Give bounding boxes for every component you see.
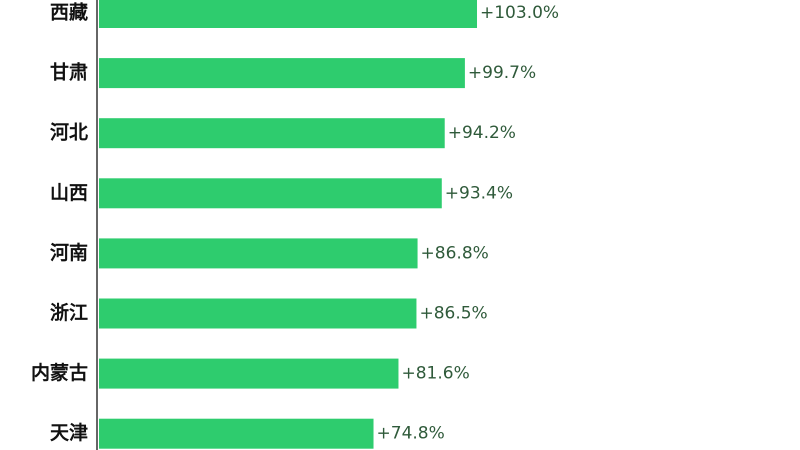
value-label: +99.7% (468, 63, 536, 83)
category-label: 河南 (50, 242, 88, 264)
value-label: +81.6% (401, 364, 469, 384)
bar (99, 298, 417, 329)
bar (99, 358, 399, 389)
value-label: +86.8% (421, 243, 489, 263)
value-label: +93.4% (445, 183, 513, 203)
bar (99, 0, 478, 28)
value-label: +86.5% (419, 304, 487, 324)
value-label: +94.2% (448, 123, 516, 143)
bar (99, 238, 418, 269)
bar (99, 58, 465, 89)
category-label: 山西 (50, 182, 88, 204)
category-label: 甘肃 (50, 61, 88, 84)
category-label: 浙江 (50, 301, 88, 324)
bar (99, 178, 442, 209)
value-label: +103.0% (480, 3, 559, 23)
category-label: 内蒙古 (31, 361, 88, 384)
bar (99, 418, 374, 449)
category-label: 天津 (50, 421, 88, 444)
bar (99, 118, 445, 149)
value-label: +74.8% (377, 424, 445, 444)
category-label: 河北 (50, 122, 88, 144)
category-label: 西藏 (50, 1, 88, 24)
